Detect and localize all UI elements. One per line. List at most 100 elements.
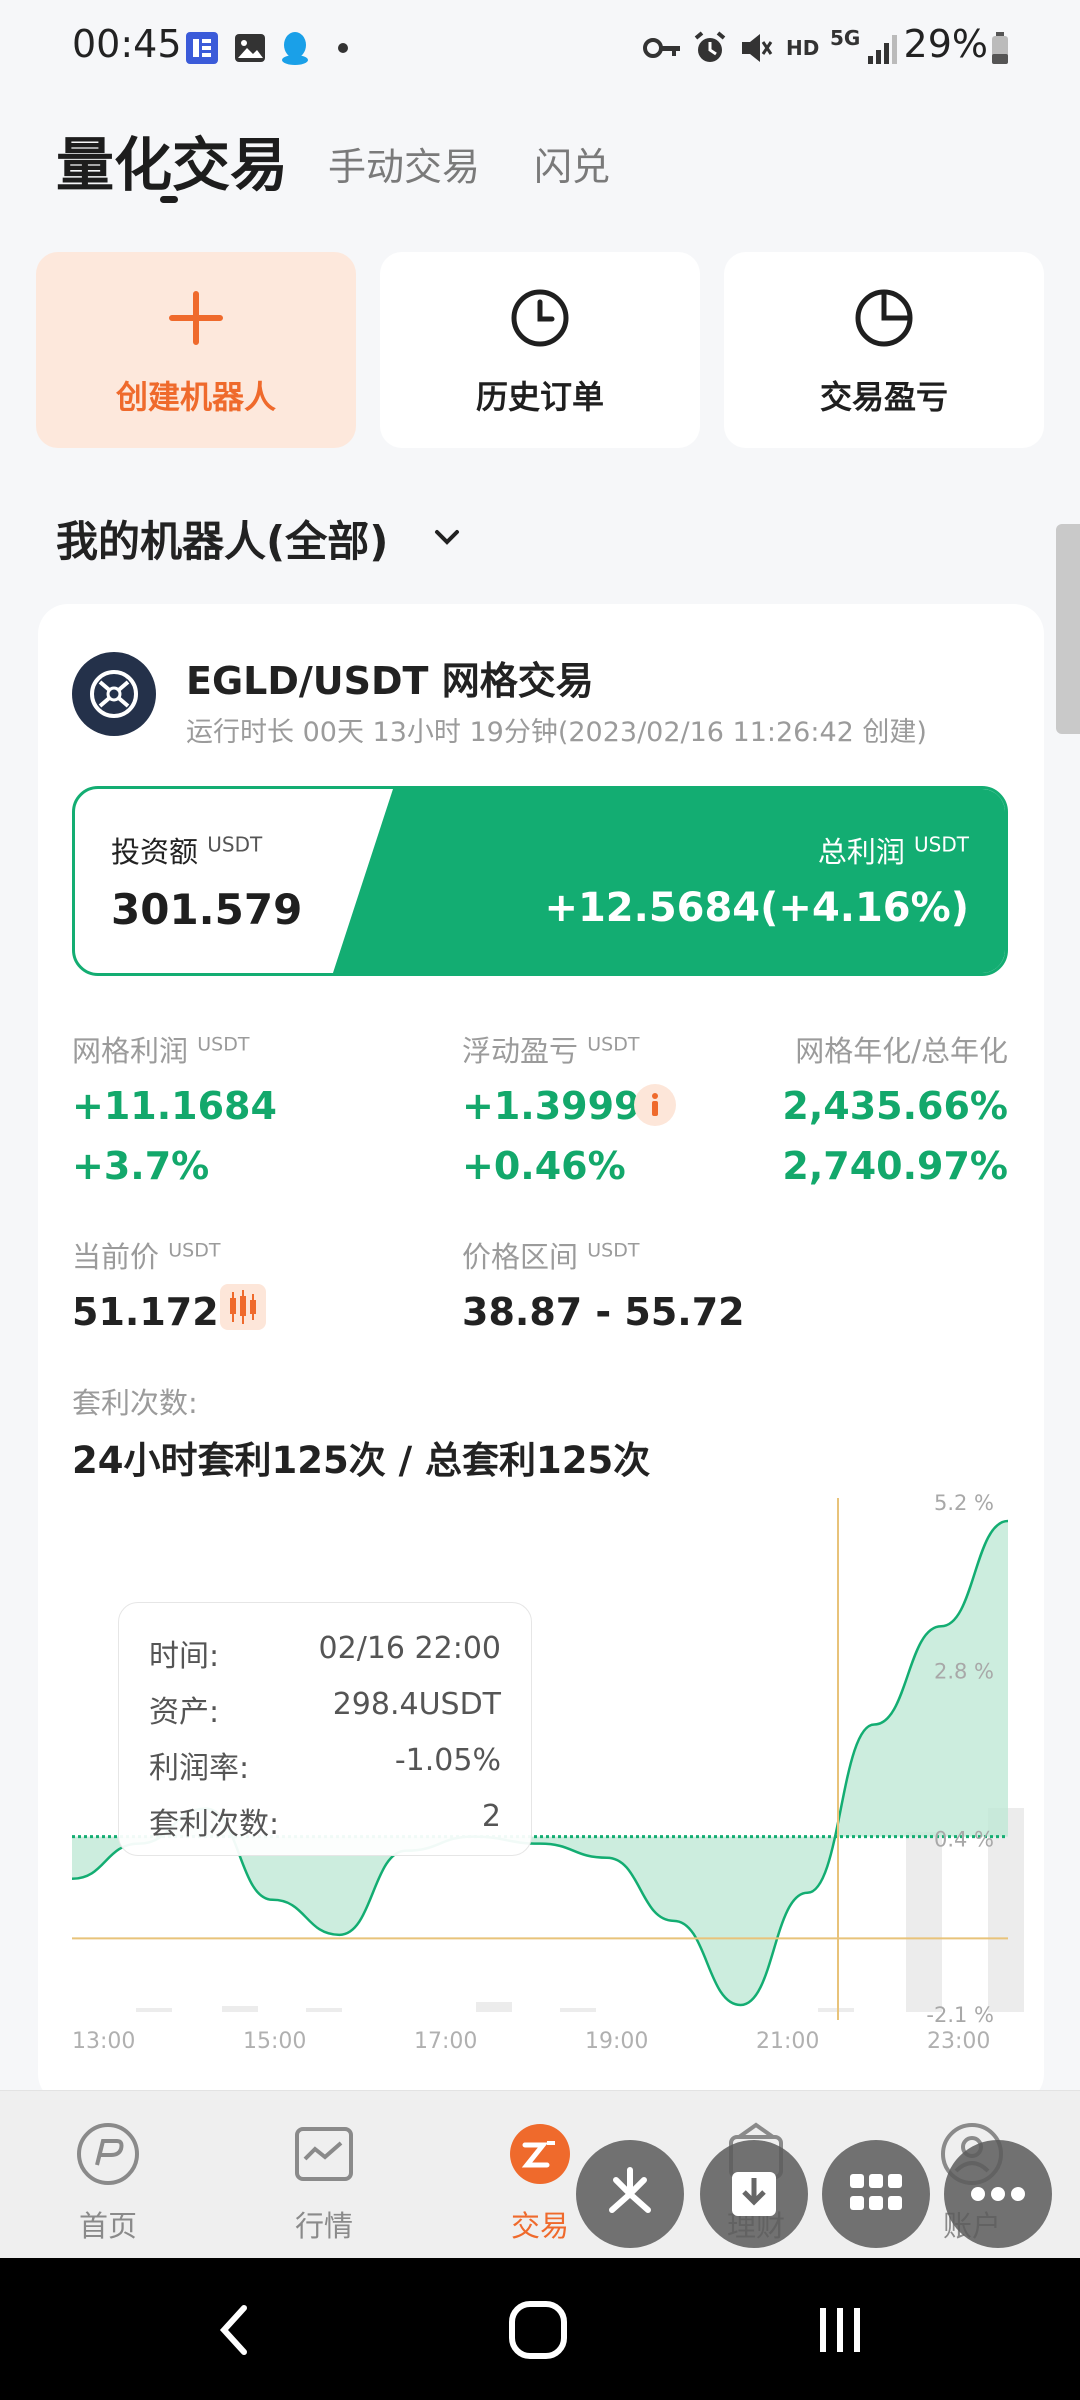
- app-icon: [186, 32, 218, 64]
- floating-pnl-label: 浮动盈亏 USDT: [462, 1033, 640, 1068]
- scrollbar[interactable]: [1056, 524, 1080, 734]
- dot-icon: [338, 43, 348, 53]
- chart-x-tick: 23:00: [927, 2029, 990, 2054]
- tab-quant-trading[interactable]: 量化交易: [56, 131, 289, 199]
- floating-pinwheel-button[interactable]: [576, 2140, 684, 2248]
- chart-tooltip: 时间: 02/16 22:00 资产: 298.4USDT 利润率: -1.05…: [118, 1602, 532, 1856]
- tooltip-asset-value: 298.4USDT: [332, 1687, 501, 1722]
- egld-logo: [72, 652, 156, 736]
- profit-background: [332, 789, 1005, 973]
- info-icon[interactable]: [634, 1084, 676, 1126]
- clock-icon: [511, 289, 569, 347]
- nav-market-label: 行情: [294, 2209, 353, 2243]
- total-profit-value: +12.5684(+4.16%): [544, 885, 969, 931]
- tooltip-arb-count-value: 2: [481, 1799, 501, 1834]
- back-icon[interactable]: [210, 2300, 260, 2360]
- tooltip-asset-label: 资产:: [149, 1695, 220, 1730]
- recents-icon[interactable]: [812, 2300, 868, 2360]
- floating-more-button[interactable]: [944, 2140, 1052, 2248]
- price-range-label: 价格区间 USDT: [462, 1239, 640, 1274]
- nav-trade-label: 交易: [510, 2209, 569, 2243]
- tooltip-time-value: 02/16 22:00: [318, 1631, 501, 1666]
- trade-icon: [510, 2124, 570, 2184]
- tab-manual-trading[interactable]: 手动交易: [328, 145, 481, 189]
- nav-home-label: 首页: [78, 2209, 137, 2243]
- alarm-icon: [694, 31, 726, 62]
- chart-x-tick: 19:00: [585, 2029, 648, 2054]
- floating-pnl-percent: +0.46%: [462, 1144, 626, 1188]
- arbitrage-count-label: 套利次数:: [72, 1386, 198, 1420]
- chart-x-tick: 13:00: [72, 2029, 135, 2054]
- nav-home[interactable]: 首页: [28, 2091, 188, 2259]
- chart-x-tick: 21:00: [756, 2029, 819, 2054]
- invest-value: 301.579: [111, 885, 303, 934]
- current-price-label: 当前价 USDT: [72, 1239, 221, 1274]
- chart-volume-bar: [222, 2006, 258, 2012]
- robots-filter[interactable]: 我的机器人(全部): [56, 517, 389, 566]
- home-icon: [77, 2123, 139, 2185]
- status-bar: 00:45 HD 5G 29%: [0, 0, 1080, 96]
- trading-pnl-label: 交易盈亏: [819, 378, 948, 416]
- tooltip-profit-rate-label: 利润率:: [149, 1751, 250, 1786]
- current-price-value: 51.172: [72, 1290, 219, 1334]
- home-button-icon[interactable]: [506, 2298, 570, 2362]
- price-range-value: 38.87 - 55.72: [462, 1290, 745, 1334]
- tooltip-time-label: 时间:: [149, 1639, 220, 1674]
- plus-icon: [169, 291, 223, 345]
- gallery-icon: [235, 34, 265, 62]
- chart-y-tick: 0.4 %: [934, 1828, 994, 1852]
- chart-volume-bar: [906, 1832, 942, 2012]
- qq-icon: [282, 32, 308, 65]
- chart-volume-bar: [560, 2008, 596, 2012]
- grid-profit-value: +11.1684: [72, 1084, 277, 1128]
- grid-annualized-value: 2,435.66%: [782, 1084, 1008, 1128]
- robot-title: EGLD/USDT 网格交易: [186, 659, 594, 703]
- chart-y-tick: -2.1 %: [926, 2003, 994, 2027]
- chart-y-tick: 5.2 %: [934, 1491, 994, 1515]
- grid-profit-label: 网格利润 USDT: [72, 1033, 250, 1068]
- total-annualized-value: 2,740.97%: [782, 1144, 1008, 1188]
- chart-volume-bar: [136, 2008, 172, 2012]
- system-navigation-bar: [0, 2258, 1080, 2400]
- candlestick-icon[interactable]: [220, 1284, 266, 1330]
- tab-active-indicator: [160, 196, 178, 203]
- history-orders-label: 历史订单: [475, 378, 604, 416]
- network-label: 5G: [830, 26, 861, 50]
- chart-volume-bar: [818, 2008, 854, 2012]
- annualized-label: 网格年化/总年化: [795, 1034, 1008, 1068]
- grid-profit-percent: +3.7%: [72, 1144, 210, 1188]
- hd-label: HD: [786, 36, 820, 60]
- signal-icon: [868, 35, 897, 64]
- tooltip-arb-count-label: 套利次数:: [149, 1807, 280, 1842]
- chart-y-tick: 2.8 %: [934, 1659, 994, 1683]
- key-icon: [643, 38, 680, 58]
- invest-profit-panel: 投资额 USDT 301.579 总利润 USDT +12.5684(+4.16…: [72, 786, 1008, 976]
- chart-icon: [295, 2127, 353, 2181]
- chevron-down-icon[interactable]: [432, 522, 462, 552]
- invest-label: 投资额 USDT: [111, 832, 263, 869]
- nav-market[interactable]: 行情: [244, 2091, 404, 2259]
- floating-grid-button[interactable]: [822, 2140, 930, 2248]
- tab-flash-swap[interactable]: 闪兑: [534, 145, 611, 189]
- robot-runtime: 运行时长 00天 13小时 19分钟(2023/02/16 11:26:42 创…: [186, 717, 927, 748]
- chart-volume-bar: [988, 1808, 1024, 2012]
- chart-volume-bar: [306, 2008, 342, 2012]
- mute-icon: [742, 34, 773, 62]
- create-robot-label: 创建机器人: [115, 378, 276, 416]
- trading-pnl-button[interactable]: 交易盈亏: [724, 252, 1044, 448]
- chart-area-fill: [72, 1521, 1008, 2005]
- nav-trade[interactable]: 交易: [460, 2091, 620, 2259]
- tooltip-profit-rate-value: -1.05%: [394, 1743, 501, 1778]
- chart-x-tick: 17:00: [414, 2029, 477, 2054]
- battery-percent: 29%: [903, 22, 988, 66]
- battery-icon: [992, 32, 1008, 64]
- total-profit-label: 总利润 USDT: [817, 832, 969, 869]
- pie-icon: [855, 289, 913, 347]
- chart-volume-bar: [476, 2002, 512, 2012]
- floating-download-button[interactable]: [700, 2140, 808, 2248]
- chart-x-tick: 15:00: [243, 2029, 306, 2054]
- history-orders-button[interactable]: 历史订单: [380, 252, 700, 448]
- clock: 00:45: [72, 22, 182, 66]
- top-tabs: 量化交易 手动交易 闪兑: [56, 118, 1036, 218]
- create-robot-button[interactable]: 创建机器人: [36, 252, 356, 448]
